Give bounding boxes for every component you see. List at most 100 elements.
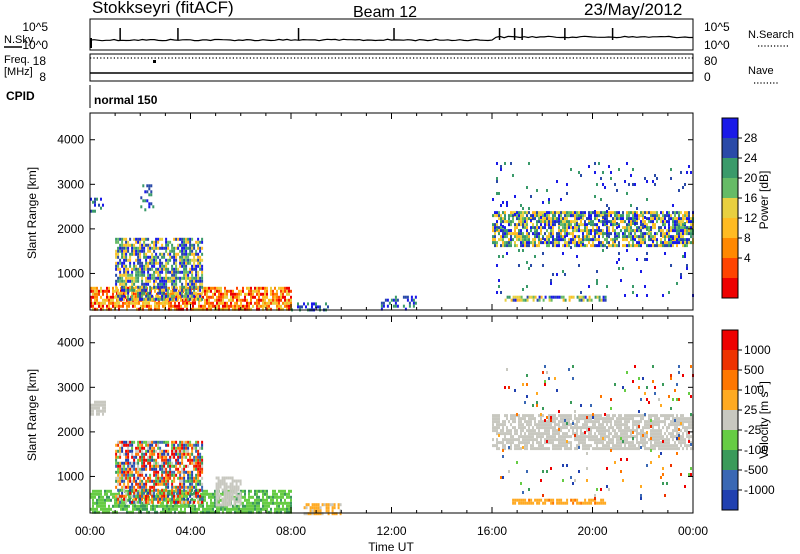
echo-cell xyxy=(278,507,280,511)
echo-cell xyxy=(616,432,618,436)
echo-cell xyxy=(159,455,162,459)
echo-cell xyxy=(151,479,154,483)
echo-cell xyxy=(225,485,228,489)
echo-cell xyxy=(132,504,134,508)
echo-cell xyxy=(126,510,128,514)
echo-cell xyxy=(558,241,560,245)
echo-cell xyxy=(143,476,146,480)
echo-cell xyxy=(510,423,512,427)
echo-cell xyxy=(116,304,118,308)
echo-cell xyxy=(548,211,550,215)
echo-cell xyxy=(522,244,524,248)
echo-cell xyxy=(123,237,126,241)
echo-cell xyxy=(256,292,258,296)
echo-cell xyxy=(102,495,104,499)
echo-cell xyxy=(566,192,568,195)
echo-cell xyxy=(138,504,140,508)
echo-cell xyxy=(125,255,128,259)
echo-cell xyxy=(646,244,648,248)
echo-cell xyxy=(137,252,140,256)
echo-cell xyxy=(656,423,658,427)
echo-cell xyxy=(186,489,188,493)
echo-cell xyxy=(161,279,164,283)
echo-cell xyxy=(522,429,524,433)
echo-cell xyxy=(630,174,632,177)
echo-cell xyxy=(102,289,104,293)
echo-cell xyxy=(133,243,136,247)
echo-cell xyxy=(163,440,166,444)
echo-cell xyxy=(191,485,194,489)
echo-cell xyxy=(123,476,126,480)
echo-cell xyxy=(217,497,220,501)
echo-cell xyxy=(564,423,566,427)
echo-cell xyxy=(522,235,524,239)
echo-cell xyxy=(274,301,276,305)
echo-cell xyxy=(183,285,186,289)
echo-cell xyxy=(96,307,98,311)
echo-cell xyxy=(115,452,118,456)
echo-cell xyxy=(159,291,162,295)
echo-cell xyxy=(140,307,142,311)
echo-cell xyxy=(498,238,500,242)
echo-cell xyxy=(546,420,548,424)
echo-cell xyxy=(183,470,186,474)
echo-cell xyxy=(602,171,604,174)
echo-cell xyxy=(177,470,180,474)
echo-cell xyxy=(127,258,130,262)
echo-cell xyxy=(299,305,301,309)
echo-cell xyxy=(169,249,172,253)
echo-cell xyxy=(646,232,648,236)
echo-cell xyxy=(311,503,314,507)
echo-cell xyxy=(175,282,178,286)
echo-cell xyxy=(204,289,206,293)
echo-cell xyxy=(201,464,204,468)
echo-cell xyxy=(588,235,590,239)
echo-cell xyxy=(131,270,134,274)
echo-cell xyxy=(594,217,596,221)
echo-cell xyxy=(172,289,174,293)
echo-cell xyxy=(117,449,120,453)
echo-cell xyxy=(165,249,168,253)
echo-cell xyxy=(544,447,546,451)
echo-cell xyxy=(337,503,340,507)
freq-left-tick-top: 18 xyxy=(33,54,47,68)
echo-cell xyxy=(183,488,186,492)
echo-cell xyxy=(580,211,582,215)
echo-cell xyxy=(147,494,150,498)
echo-cell xyxy=(201,458,204,462)
echo-cell xyxy=(183,500,186,504)
echo-cell xyxy=(634,420,636,424)
echo-cell xyxy=(600,414,602,418)
echo-cell xyxy=(502,438,504,442)
echo-cell xyxy=(668,414,670,418)
echo-cell xyxy=(217,479,220,483)
echo-cell xyxy=(106,307,108,311)
echo-cell xyxy=(598,432,600,436)
echo-cell xyxy=(676,223,678,227)
echo-cell xyxy=(614,214,616,218)
echo-cell xyxy=(104,507,106,511)
echo-cell xyxy=(646,294,648,297)
echo-cell xyxy=(220,286,222,290)
echo-cell xyxy=(141,273,144,277)
echo-cell xyxy=(594,210,596,213)
echo-cell xyxy=(640,420,642,424)
echo-cell xyxy=(528,162,530,165)
echo-cell xyxy=(504,420,506,424)
echo-cell xyxy=(102,507,104,511)
echo-cell xyxy=(526,444,528,448)
echo-cell xyxy=(530,226,532,230)
echo-cell xyxy=(510,429,512,433)
echo-cell xyxy=(624,235,626,239)
echo-cell xyxy=(157,270,160,274)
noise-left-tick-bottom: 10^0 xyxy=(22,38,48,52)
echo-cell xyxy=(151,264,154,268)
echo-cell xyxy=(129,288,132,292)
echo-cell xyxy=(542,444,544,448)
echo-cell xyxy=(197,470,200,474)
echo-cell xyxy=(500,220,502,224)
echo-cell xyxy=(604,447,606,451)
echo-cell xyxy=(594,438,596,442)
echo-cell xyxy=(123,243,126,247)
echo-cell xyxy=(546,211,548,215)
